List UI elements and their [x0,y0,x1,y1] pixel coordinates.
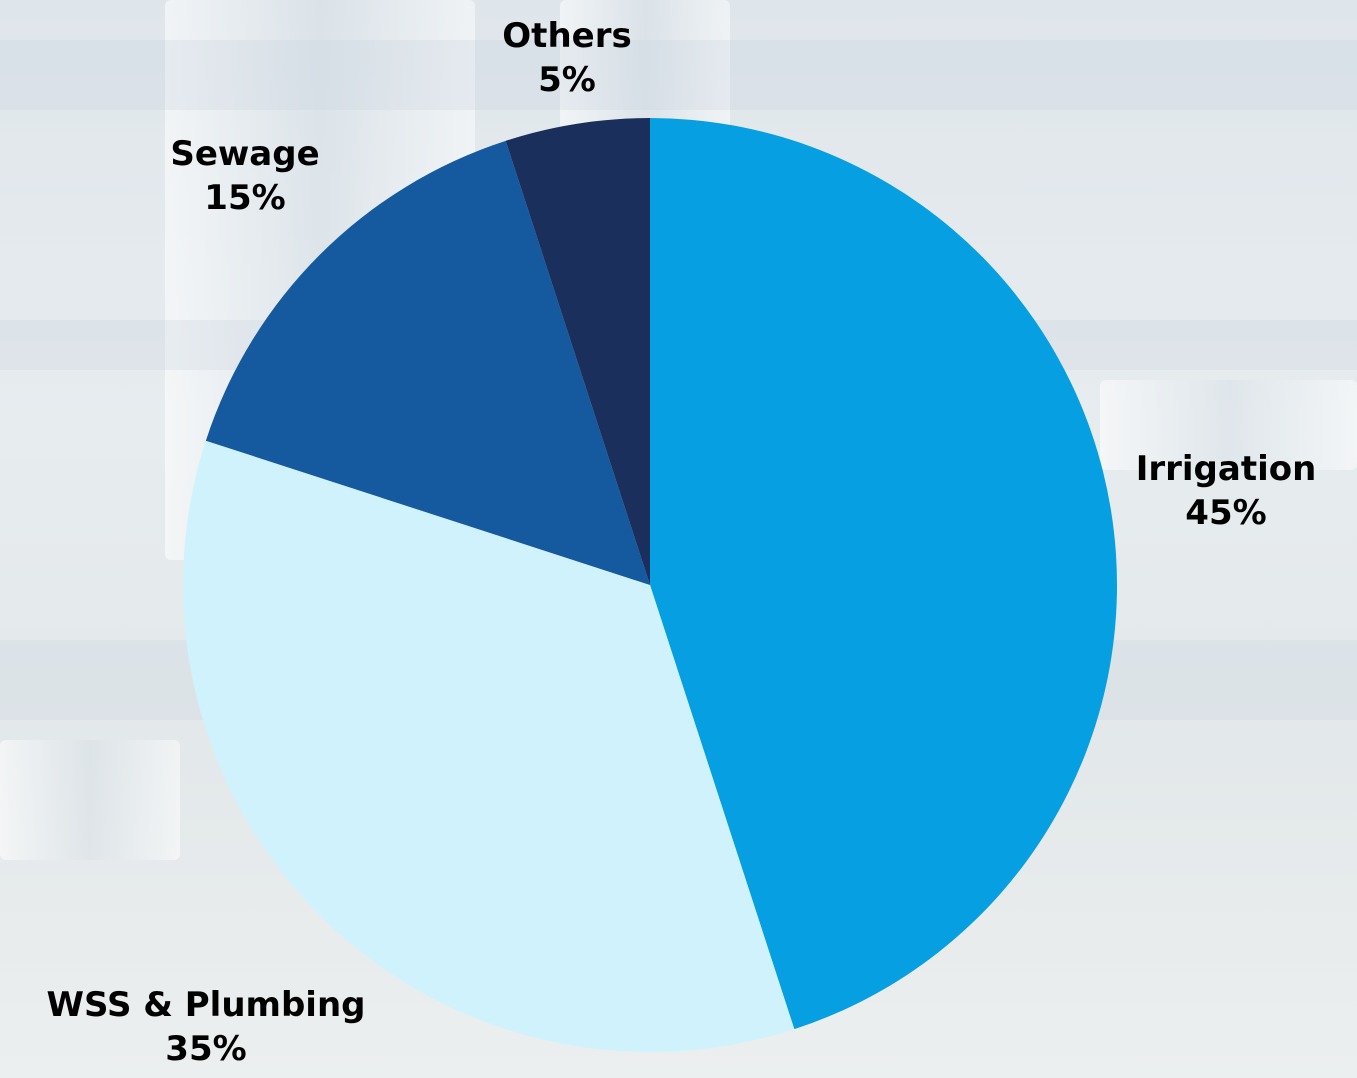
label-irrigation-value: 45% [1185,493,1267,533]
label-wss-plumbing-name: WSS & Plumbing [46,985,366,1025]
label-wss-plumbing-value: 35% [165,1029,247,1069]
background-pipe [0,740,180,860]
label-sewage-name: Sewage [170,134,320,174]
pie-slice-sewage [205,140,650,585]
label-others-name: Others [502,16,632,56]
pie-slice-wss-plumbing [182,440,795,1052]
label-irrigation-name: Irrigation [1135,449,1317,489]
pie-slice-irrigation [650,118,1117,1030]
background-band [0,40,1357,110]
label-sewage: Sewage 15% [170,132,319,220]
label-irrigation: Irrigation 45% [1136,447,1317,535]
pie-slice-others [505,118,650,585]
label-others-value: 5% [538,60,596,100]
label-others: Others 5% [502,14,631,102]
label-wss-plumbing: WSS & Plumbing 35% [46,983,365,1071]
background-pipe [1100,380,1357,470]
label-sewage-value: 15% [204,178,286,218]
